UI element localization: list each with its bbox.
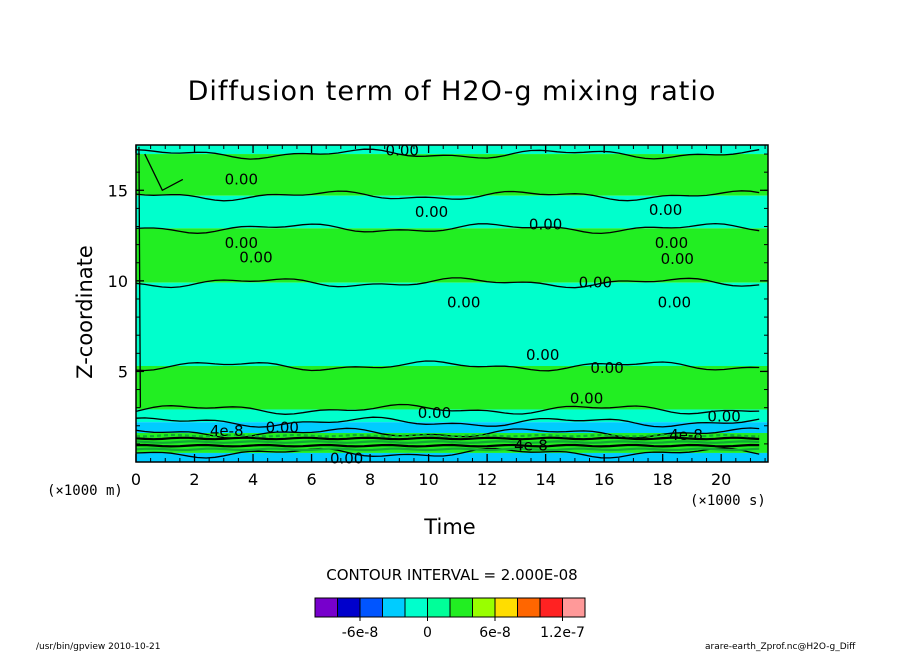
contour-line bbox=[135, 360, 760, 372]
contour-label: 0.00 bbox=[266, 419, 299, 437]
contour-label: 0.00 bbox=[661, 250, 694, 268]
colorbar-swatch bbox=[404, 597, 428, 618]
color-bands bbox=[136, 145, 768, 462]
contour-line bbox=[135, 447, 760, 452]
contour-labels: 0.000.000.00 0.000.000.00 0.000.00 0.000.00… bbox=[210, 141, 741, 467]
contour-label: 0.00 bbox=[239, 248, 272, 266]
contour-label: 4e-8 bbox=[514, 437, 548, 455]
contour-line bbox=[135, 440, 760, 444]
footer-right: arare-earth_Zprof.nc@H2O-g_Diff bbox=[705, 642, 856, 652]
contour-label: 0.00 bbox=[529, 216, 562, 234]
plot-frame bbox=[135, 144, 769, 463]
x-axis-ticks: 0 2 4 6 8 10 12 14 16 18 20 bbox=[131, 145, 766, 489]
contour-line bbox=[135, 148, 760, 160]
colorbar-tick-label: -6e-8 bbox=[342, 625, 379, 641]
color-band bbox=[136, 422, 768, 434]
contour-label: 4e-8 bbox=[669, 426, 703, 444]
contour-line bbox=[135, 443, 760, 448]
x-tick-label: 4 bbox=[248, 470, 258, 489]
contour-label: 0.00 bbox=[330, 449, 363, 467]
y-tick-label: 10 bbox=[108, 272, 128, 291]
x-tick-label: 6 bbox=[306, 470, 316, 489]
colorbar-swatch bbox=[517, 597, 541, 618]
color-band bbox=[136, 365, 768, 410]
colorbar-swatch bbox=[382, 597, 406, 618]
y-tick-label: 15 bbox=[108, 181, 128, 200]
contour-label: 0.00 bbox=[386, 141, 419, 159]
color-band bbox=[136, 154, 768, 196]
contour-lines bbox=[135, 146, 760, 459]
contour-label: 0.00 bbox=[707, 408, 740, 426]
colorbar-swatch bbox=[449, 597, 473, 618]
contour-label: 0.00 bbox=[570, 390, 603, 408]
contour-label: 0.00 bbox=[649, 201, 682, 219]
colorbar-tick-label: 6e-8 bbox=[479, 625, 510, 641]
colorbar-tick-label: 1.2e-7 bbox=[540, 625, 585, 641]
contour-label: 0.00 bbox=[579, 274, 612, 292]
x-tick-label: 16 bbox=[594, 470, 614, 489]
chart-title: Diffusion term of H2O-g mixing ratio bbox=[187, 76, 717, 107]
contour-line bbox=[135, 436, 760, 441]
contour-line bbox=[135, 190, 760, 202]
contour-label: 0.00 bbox=[225, 234, 258, 252]
contour-line bbox=[135, 403, 760, 415]
colorbar-swatch bbox=[494, 597, 518, 618]
x-tick-label: 8 bbox=[365, 470, 375, 489]
color-band bbox=[136, 452, 768, 462]
contour-label: 0.00 bbox=[655, 234, 688, 252]
contour-interval-label: CONTOUR INTERVAL = 2.000E-08 bbox=[326, 566, 578, 584]
contour-label: 0.00 bbox=[590, 359, 623, 377]
contour-line bbox=[135, 416, 760, 428]
color-band bbox=[136, 282, 768, 366]
x-tick-label: 18 bbox=[652, 470, 672, 489]
x-tick-label: 12 bbox=[477, 470, 497, 489]
contour-label: 4e-8 bbox=[210, 422, 244, 440]
x-axis-unit: (×1000 s) bbox=[690, 493, 766, 509]
footer-left: /usr/bin/gpview 2010-10-21 bbox=[36, 642, 161, 652]
x-axis-label: Time bbox=[424, 515, 476, 539]
colorbar-swatch bbox=[359, 597, 383, 618]
colorbar-tick-label: 0 bbox=[423, 625, 432, 641]
contour-line bbox=[135, 277, 760, 289]
contour-line bbox=[135, 447, 760, 459]
contour-line bbox=[135, 433, 760, 438]
contour-label: 0.00 bbox=[447, 294, 480, 312]
color-band bbox=[136, 228, 768, 283]
x-tick-label: 14 bbox=[535, 470, 555, 489]
color-band bbox=[136, 195, 768, 229]
color-band bbox=[136, 145, 768, 155]
colorbar-swatch bbox=[337, 597, 361, 618]
x-tick-label: 10 bbox=[418, 470, 438, 489]
colorbar: -6e-8 0 6e-8 1.2e-7 bbox=[314, 597, 586, 641]
colorbar-swatch bbox=[562, 597, 586, 618]
x-tick-label: 2 bbox=[189, 470, 199, 489]
contour-label: 0.00 bbox=[418, 404, 451, 422]
colorbar-swatch bbox=[427, 597, 451, 618]
contour-label: 0.00 bbox=[415, 203, 448, 221]
colorbar-swatch bbox=[472, 597, 496, 618]
colorbar-swatch bbox=[539, 597, 563, 618]
contour-label: 0.00 bbox=[526, 346, 559, 364]
x-tick-label: 0 bbox=[131, 470, 141, 489]
y-axis-unit: (×1000 m) bbox=[47, 483, 123, 499]
y-axis-ticks: 5 10 15 bbox=[108, 153, 768, 445]
colorbar-swatch bbox=[314, 597, 338, 618]
x-tick-label: 20 bbox=[711, 470, 731, 489]
contour-label: 0.00 bbox=[225, 170, 258, 188]
y-tick-label: 5 bbox=[118, 362, 128, 381]
contour-line bbox=[135, 222, 760, 235]
contour-label: 0.00 bbox=[658, 294, 691, 312]
